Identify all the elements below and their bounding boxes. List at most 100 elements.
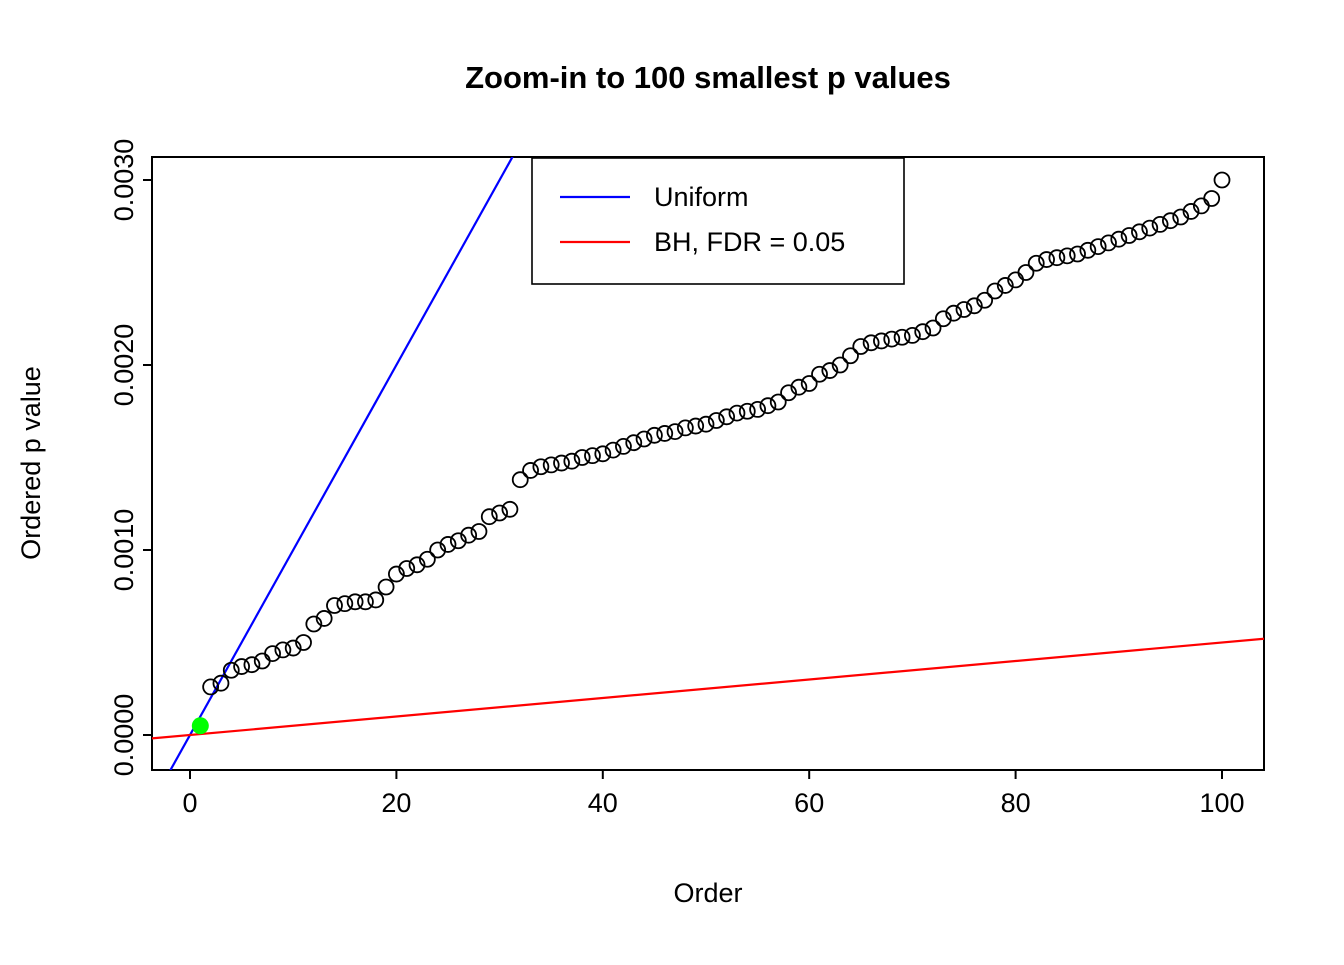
scatter-point [243, 656, 261, 674]
scatter-point [264, 645, 281, 662]
scatter-point [418, 550, 436, 568]
scatter-point [821, 362, 839, 379]
scatter-point [769, 393, 787, 411]
scatter-point [594, 445, 612, 463]
chart-title: Zoom-in to 100 smallest p values [465, 60, 951, 95]
scatter-point [222, 661, 240, 679]
scatter-point [676, 419, 694, 437]
scatter-point [697, 415, 715, 433]
scatter-point [542, 456, 560, 474]
scatter-point [1058, 247, 1076, 265]
scatter-point [852, 338, 870, 355]
scatter-point [1079, 241, 1097, 259]
scatter-point [501, 500, 519, 518]
scatter-point [811, 365, 828, 383]
scatter-point [460, 526, 478, 544]
scatter-point [212, 674, 230, 692]
scatter-point [986, 282, 1004, 300]
svg-text:0: 0 [182, 788, 197, 818]
scatter-point [1182, 203, 1200, 220]
scatter-point [1048, 249, 1066, 267]
svg-text:0.0030: 0.0030 [109, 139, 139, 222]
svg-text:60: 60 [794, 788, 824, 818]
scatter-point [326, 597, 343, 614]
scatter-point [429, 541, 447, 559]
scatter-point [996, 277, 1014, 294]
scatter-point [1203, 190, 1221, 207]
scatter-point [1172, 208, 1190, 226]
scatter-point [1213, 171, 1231, 189]
scatter-point [1162, 212, 1179, 230]
scatter-point [883, 330, 901, 348]
scatter-point [346, 593, 364, 611]
scatter-point [666, 423, 684, 441]
plot-area [152, 157, 1264, 770]
scatter-point [274, 641, 292, 659]
scatter-point [295, 634, 312, 651]
scatter-point [976, 291, 994, 309]
x-axis-label: Order [673, 878, 742, 908]
scatter-point [656, 425, 674, 442]
scatter-point [470, 523, 488, 540]
scatter-point [387, 565, 405, 583]
x-axis-ticks: 0 20 40 60 80 100 [182, 770, 1245, 818]
scatter-point [800, 375, 818, 392]
scatter-point [398, 560, 416, 577]
bh-line [152, 637, 1264, 740]
scatter-point [449, 532, 467, 550]
scatter-point [707, 412, 725, 429]
significant-point [191, 717, 209, 735]
scatter-point [842, 347, 859, 365]
legend-box [531, 157, 905, 285]
scatter-point [934, 310, 952, 328]
scatter-point [893, 328, 911, 346]
scatter-point [604, 441, 622, 459]
scatter-point [1017, 264, 1035, 281]
scatter-point [965, 297, 983, 315]
scatter-point [646, 426, 663, 444]
svg-text:0.0000: 0.0000 [109, 694, 139, 777]
scatter-point [367, 591, 385, 609]
scatter-point [728, 404, 746, 422]
legend-entry-uniform: Uniform [560, 182, 749, 212]
svg-text:20: 20 [381, 788, 411, 818]
scatter-point [625, 434, 643, 452]
plot-border [151, 156, 1265, 771]
legend-label-uniform: Uniform [654, 182, 749, 212]
scatter-point [955, 301, 973, 318]
scatter-point [284, 639, 302, 657]
scatter-point [491, 504, 509, 522]
y-axis-ticks: 0.0000 0.0010 0.0020 0.0030 [109, 139, 152, 777]
scatter-point [790, 378, 808, 396]
scatter-point [315, 610, 333, 627]
scatter-point [336, 595, 354, 613]
svg-text:0.0010: 0.0010 [109, 509, 139, 592]
scatter-point [480, 508, 498, 526]
scatter-point [945, 304, 963, 322]
scatter-point [615, 437, 632, 455]
scatter-point [377, 578, 395, 596]
scatter-point [738, 402, 756, 420]
scatter-point [408, 556, 426, 574]
scatter-point [687, 417, 705, 435]
scatter-point [718, 408, 736, 426]
scatter-point [904, 326, 921, 344]
scatter-point [1069, 245, 1086, 263]
scatter-point [357, 593, 374, 611]
scatter-point [532, 458, 550, 476]
legend: Uniform BH, FDR = 0.05 [531, 157, 905, 285]
legend-entry-bh: BH, FDR = 0.05 [560, 227, 845, 257]
scatter-point [439, 536, 457, 553]
y-axis-label: Ordered p value [16, 366, 46, 560]
scatter-point [522, 462, 539, 479]
scatter-point [305, 615, 323, 633]
scatter-point [1131, 223, 1148, 241]
scatter-point [1027, 254, 1045, 272]
scatter-point [553, 454, 570, 472]
scatter-point [749, 400, 766, 418]
svg-text:40: 40 [588, 788, 618, 818]
svg-text:100: 100 [1199, 788, 1244, 818]
scatter-point [759, 397, 777, 415]
scatter-point [924, 319, 942, 337]
